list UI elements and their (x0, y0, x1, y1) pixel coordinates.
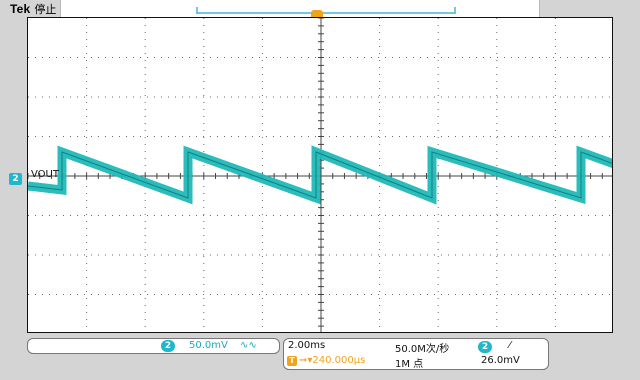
trigger-position-readout: ➞▾240.000µs (299, 355, 366, 366)
channel-settings-panel[interactable]: 2 50.0mV ∿∿ (27, 338, 280, 354)
record-overview-strip (60, 0, 540, 17)
trigger-slope-icon: ⁄ (509, 340, 511, 351)
brand-status: Tek 停止 (10, 1, 56, 17)
channel-2-ground-marker[interactable]: 2 (9, 173, 22, 185)
channel-2-waveform (28, 145, 612, 205)
timebase-trigger-panel[interactable]: 2.00ms T ➞▾240.000µs 50.0M次/秒 1M 点 2 ⁄ 2… (283, 338, 549, 370)
time-per-division: 2.00ms (288, 340, 326, 351)
trigger-source-badge: 2 (478, 341, 492, 353)
bandwidth-limit-icon: ∿∿ (240, 340, 257, 351)
channel-2-trace-label: VOUT (31, 169, 59, 180)
record-length: 1M 点 (395, 359, 424, 370)
channel-2-scale: 50.0mV (189, 340, 228, 351)
channel-2-badge: 2 (161, 340, 175, 352)
trigger-offset-icon: T (287, 356, 297, 366)
waveform-plot (28, 18, 612, 332)
sample-rate: 50.0M次/秒 (395, 344, 450, 355)
channel-2-waveform-core (28, 151, 612, 199)
acquisition-status: 停止 (34, 4, 57, 16)
brand-logo: Tek (10, 2, 31, 16)
record-overview-svg (196, 7, 456, 14)
trigger-level: 26.0mV (481, 355, 520, 366)
waveform-display[interactable] (27, 17, 613, 333)
